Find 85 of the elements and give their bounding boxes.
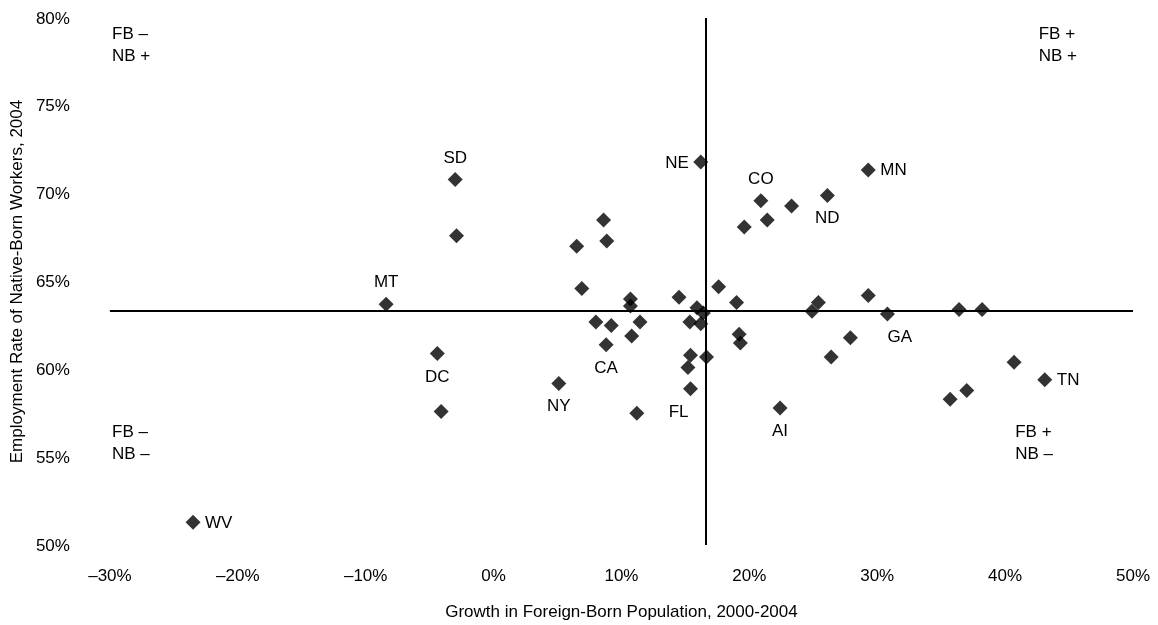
annotation: MT [373, 272, 399, 292]
annotation: CO [748, 168, 774, 188]
point [680, 360, 696, 376]
point [447, 172, 463, 188]
point [711, 279, 727, 295]
annotation: FL [668, 401, 689, 421]
annotation: NY [546, 396, 571, 416]
annotation: FB + NB – [1015, 421, 1054, 463]
y-tick-label: 70% [35, 184, 70, 204]
annotation: FB + NB + [1038, 23, 1078, 65]
y-tick-label: 75% [35, 96, 70, 116]
point [598, 337, 614, 353]
annotation: TN [1056, 370, 1080, 390]
point [695, 305, 711, 321]
point [879, 306, 895, 322]
point [729, 295, 745, 311]
point [1037, 372, 1053, 388]
annotation: GA [887, 327, 913, 346]
y-tick-label: 55% [35, 447, 70, 467]
point [574, 281, 590, 297]
point [569, 238, 585, 254]
point [810, 295, 826, 311]
point [378, 296, 394, 312]
point [588, 314, 604, 330]
annotation: DC [425, 366, 450, 386]
point [732, 335, 748, 351]
point [959, 382, 975, 398]
point [596, 212, 612, 228]
point [1006, 354, 1022, 370]
x-tick-label: 10% [604, 566, 639, 585]
y-tick-label: 60% [35, 359, 70, 379]
x-tick-label: 20% [732, 566, 767, 585]
point [759, 212, 775, 228]
point [823, 349, 839, 365]
point [671, 289, 687, 305]
annotation: ND [815, 208, 840, 228]
point [860, 288, 876, 304]
point [603, 317, 619, 333]
x-tick-label: 40% [988, 566, 1023, 585]
annotation: WV [205, 512, 234, 532]
point [772, 400, 788, 416]
point [699, 349, 715, 365]
y-tick-label: 50% [35, 535, 70, 555]
annotation: FB – NB + [112, 23, 151, 65]
x-tick-label: 50% [1115, 566, 1151, 585]
point [599, 233, 615, 249]
point [860, 162, 876, 178]
point [632, 314, 648, 330]
point [974, 302, 990, 318]
point [622, 298, 638, 314]
point [804, 303, 820, 319]
point [683, 347, 699, 363]
x-tick-label: –30% [88, 566, 132, 585]
point [693, 316, 709, 332]
x-tick-label: –20% [216, 566, 260, 585]
x-tick-label: 0% [481, 566, 506, 585]
point [624, 328, 640, 344]
point [185, 514, 201, 530]
annotation: MN [880, 160, 907, 180]
point [942, 391, 958, 407]
x-axis-title: Growth in Foreign-Born Population, 2000-2004 [445, 602, 798, 621]
point [629, 405, 645, 421]
annotation: FB – NB – [112, 421, 151, 463]
annotation: CA [594, 357, 619, 377]
point [433, 403, 449, 419]
point [784, 198, 800, 214]
annotation: NE [665, 152, 689, 172]
point [842, 330, 858, 346]
point [753, 193, 769, 209]
point [551, 375, 567, 391]
point [736, 219, 752, 235]
point [682, 314, 698, 330]
y-axis-title: Employment Rate of Native-Born Workers, 2004 [7, 99, 26, 464]
point [429, 346, 445, 362]
point [683, 381, 699, 397]
x-tick-label: –10% [343, 566, 388, 585]
point [693, 154, 709, 170]
y-tick-label: 80% [35, 8, 70, 28]
annotation: SD [443, 147, 468, 167]
annotation: AI [772, 420, 789, 440]
x-tick-label: 30% [860, 566, 895, 585]
point [819, 187, 835, 203]
point [448, 228, 464, 244]
y-tick-label: 65% [35, 272, 70, 291]
point [951, 302, 967, 318]
